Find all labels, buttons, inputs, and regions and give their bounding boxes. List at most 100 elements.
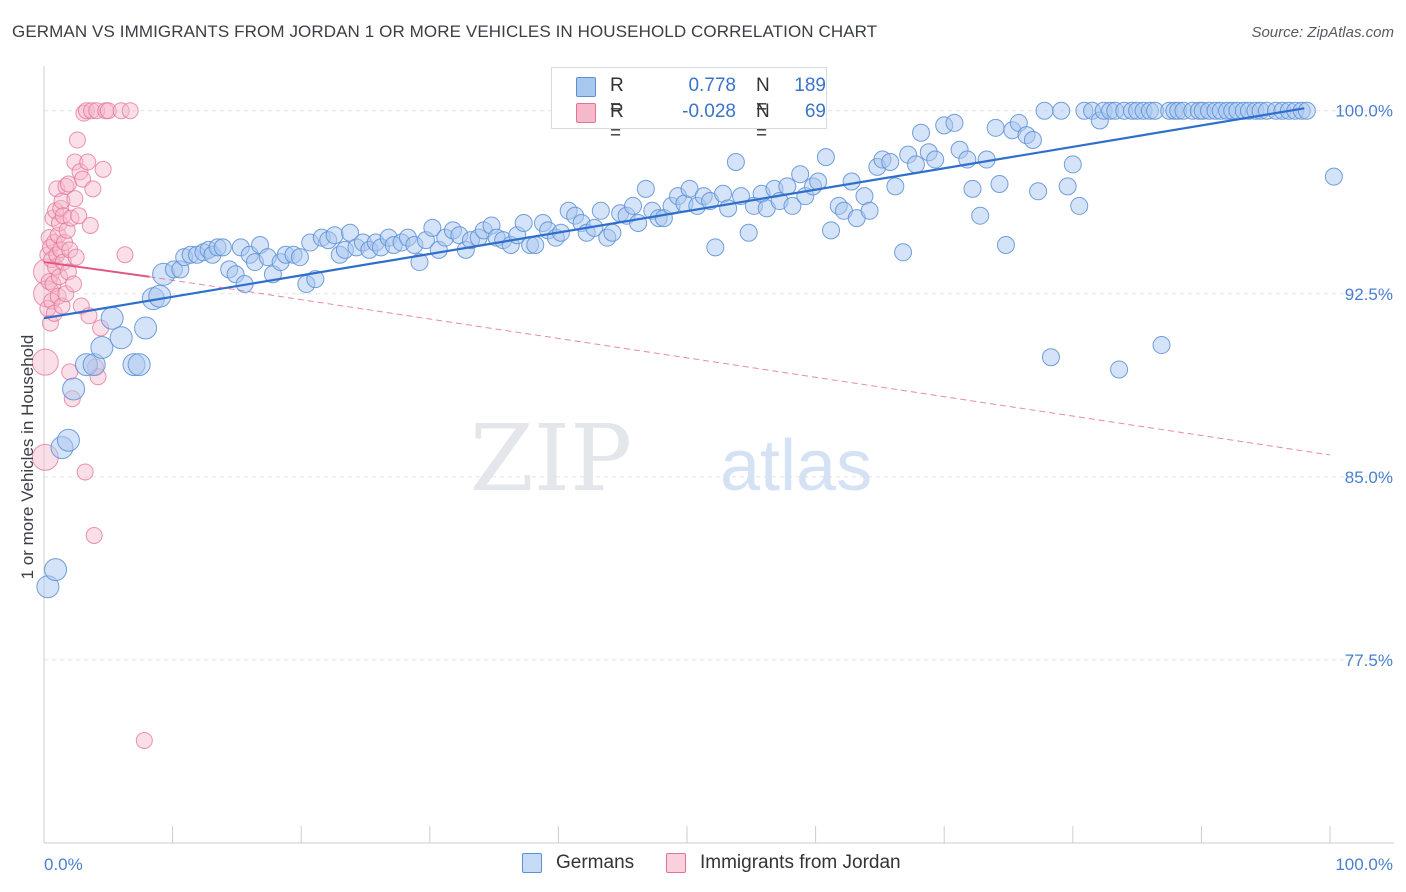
jordan-legend-label: Immigrants from Jordan xyxy=(700,852,901,873)
german-point-9 xyxy=(109,326,133,350)
german-point-146 xyxy=(986,118,1005,137)
y-tick-label-3: 77.5% xyxy=(1345,651,1393,670)
german-point-158 xyxy=(1063,155,1082,174)
german-point-147 xyxy=(990,174,1009,193)
german-point-76 xyxy=(526,235,545,254)
german-point-131 xyxy=(881,152,900,171)
jordan-point-36 xyxy=(61,241,79,259)
jordan-point-66 xyxy=(116,246,134,264)
german-point-116 xyxy=(783,196,802,215)
german-point-125 xyxy=(842,172,861,191)
jordan-point-52 xyxy=(79,153,97,171)
german-point-132 xyxy=(886,177,905,196)
german-point-14 xyxy=(148,284,172,308)
german-point-107 xyxy=(726,152,745,171)
jordan-point-62 xyxy=(94,160,112,178)
germans-r-label: R = xyxy=(610,75,624,118)
german-point-117 xyxy=(791,165,810,184)
jordan-point-2 xyxy=(33,258,61,286)
germans-n-label: N = xyxy=(756,75,770,118)
jordan-swatch xyxy=(576,103,596,123)
chart-source: Source: ZipAtlas.com xyxy=(1251,24,1394,41)
german-point-121 xyxy=(816,148,835,167)
jordan-point-55 xyxy=(83,102,101,120)
german-point-197 xyxy=(1297,101,1316,120)
german-point-38 xyxy=(290,248,309,267)
german-point-153 xyxy=(1029,182,1048,201)
german-point-143 xyxy=(963,179,982,198)
jordan-point-31 xyxy=(57,177,75,195)
trend-lines xyxy=(43,107,1331,456)
german-points xyxy=(36,101,1343,599)
german-point-58 xyxy=(410,253,429,272)
germans-legend-swatch xyxy=(522,853,542,873)
jordan-point-35 xyxy=(59,175,77,193)
german-point-152 xyxy=(1023,131,1042,150)
jordan-point-48 xyxy=(74,170,92,188)
german-point-135 xyxy=(906,155,925,174)
german-point-7 xyxy=(90,335,114,359)
jordan-legend-swatch xyxy=(666,853,686,873)
jordan-r-label: R = xyxy=(610,101,624,144)
german-point-109 xyxy=(739,223,758,242)
jordan-trend-extension xyxy=(149,276,1331,456)
german-point-25 xyxy=(213,238,232,257)
german-point-148 xyxy=(996,235,1015,254)
jordan-trend-line xyxy=(43,261,150,278)
german-point-128 xyxy=(860,201,879,220)
german-point-144 xyxy=(971,206,990,225)
german-point-157 xyxy=(1058,177,1077,196)
jordan-point-56 xyxy=(84,180,102,198)
german-point-173 xyxy=(1152,336,1171,355)
german-point-88 xyxy=(603,223,622,242)
german-point-154 xyxy=(1035,101,1054,120)
german-point-3 xyxy=(56,428,80,452)
jordan-point-51 xyxy=(77,102,95,120)
jordan-point-44 xyxy=(68,131,86,149)
jordan-point-41 xyxy=(66,190,84,208)
german-point-104 xyxy=(706,238,725,257)
germans-r-value: 0.778 xyxy=(688,75,736,96)
jordan-point-43 xyxy=(67,248,85,266)
german-point-91 xyxy=(623,196,642,215)
jordan-points xyxy=(31,102,153,749)
german-point-159 xyxy=(1070,196,1089,215)
jordan-point-40 xyxy=(65,275,83,293)
jordan-point-0 xyxy=(31,348,59,376)
german-point-133 xyxy=(894,243,913,262)
chart-title: GERMAN VS IMMIGRANTS FROM JORDAN 1 OR MO… xyxy=(12,22,878,41)
german-point-8 xyxy=(100,306,124,330)
jordan-point-68 xyxy=(135,731,153,749)
jordan-point-45 xyxy=(70,207,88,225)
y-tick-label-2: 85.0% xyxy=(1345,468,1393,487)
german-point-1 xyxy=(44,558,68,582)
german-point-44 xyxy=(325,226,344,245)
stats-legend: R = 0.778 N = 189 R = -0.028 N = 69 xyxy=(551,67,827,144)
german-point-155 xyxy=(1041,348,1060,367)
y-axis-title: 1 or more Vehicles in Household xyxy=(18,334,37,580)
german-point-100 xyxy=(680,179,699,198)
jordan-point-8 xyxy=(41,314,59,332)
germans-legend-label: Germans xyxy=(556,852,635,873)
jordan-point-67 xyxy=(121,102,139,120)
jordan-r-value: -0.028 xyxy=(682,101,736,122)
germans-swatch xyxy=(576,77,596,97)
german-point-41 xyxy=(306,270,325,289)
watermark-zip: ZIP xyxy=(470,405,632,512)
jordan-point-64 xyxy=(99,102,117,120)
germans-n-value: 189 xyxy=(794,75,826,96)
german-point-60 xyxy=(423,218,442,237)
german-point-166 xyxy=(1110,360,1129,379)
german-point-92 xyxy=(629,214,648,233)
jordan-point-54 xyxy=(81,216,99,234)
jordan-point-50 xyxy=(76,463,94,481)
tick-labels: 100.0% 92.5% 85.0% 77.5% 0.0% 100.0% xyxy=(44,102,1393,874)
german-point-156 xyxy=(1052,101,1071,120)
german-point-140 xyxy=(945,113,964,132)
german-point-136 xyxy=(912,123,931,142)
jordan-point-59 xyxy=(88,102,106,120)
jordan-n-label: N = xyxy=(756,101,770,144)
german-point-4 xyxy=(62,377,86,401)
jordan-point-57 xyxy=(85,526,103,544)
